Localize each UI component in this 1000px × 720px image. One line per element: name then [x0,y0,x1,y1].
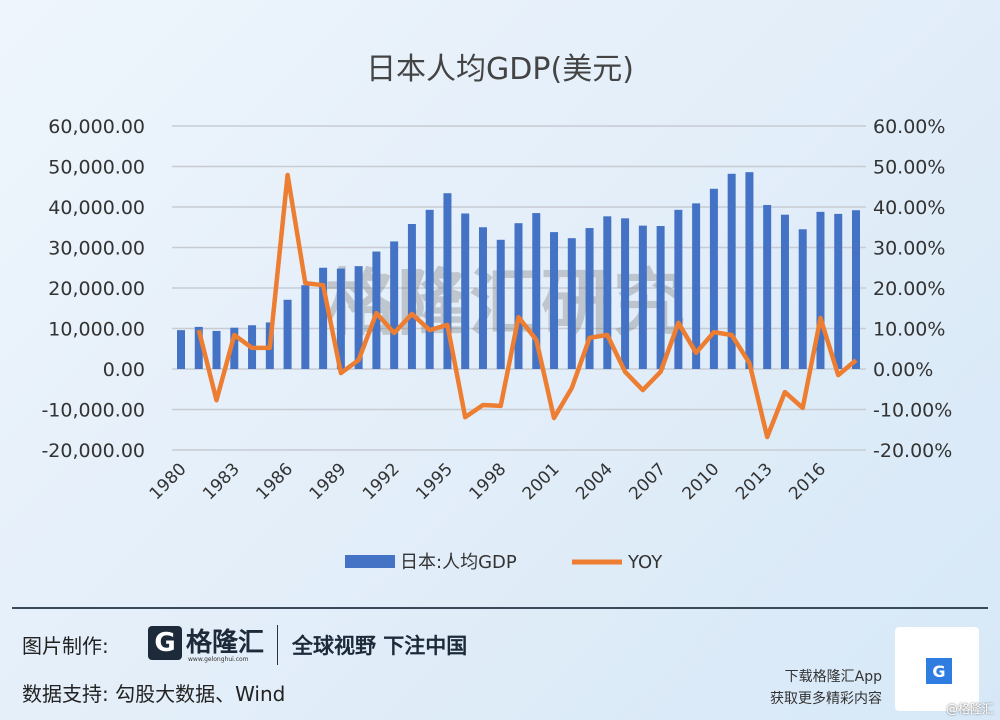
bar-1989 [336,268,345,369]
y-left-tick: 10,000.00 [48,319,145,341]
footer-divider [12,607,988,609]
x-tick: 1992 [359,459,404,504]
bar-2011 [727,173,736,369]
x-tick: 1983 [199,459,244,504]
y-left-tick: 40,000.00 [48,197,145,219]
chart-title: 日本人均GDP(美元) [366,52,634,87]
bar-2003 [585,228,594,369]
y-right-tick: 40.00% [873,197,945,219]
bar-2007 [656,226,665,369]
logo-text: 格隆汇 [186,628,265,658]
bar-2001 [550,232,559,369]
logo-separator [277,625,278,665]
y-left-tick: -20,000.00 [41,440,145,462]
yoy-line [196,172,858,440]
bar-1990 [354,266,363,369]
bar-2013 [763,204,772,369]
y-left-tick: 20,000.00 [48,278,145,300]
gelonghui-logo: G 格隆汇 www.gelonghui.com [148,626,265,663]
bar-2012 [745,172,754,369]
bar-2006 [638,225,647,369]
bar-2009 [692,203,701,369]
bar-2008 [674,209,683,369]
x-tick: 2007 [625,459,670,504]
x-tick: 2016 [785,459,830,504]
y-left-tick: -10,000.00 [41,400,145,422]
bar-1998 [496,239,505,369]
y-right-tick: 60.00% [873,116,945,138]
bar-2015 [798,229,807,369]
data-source: 数据支持: 勾股大数据、Wind [22,682,286,706]
y-left-tick: 30,000.00 [48,238,145,260]
bar-1993 [407,224,416,369]
corner-watermark: @格隆汇 [945,702,994,716]
y-right-tick: 20.00% [873,278,945,300]
x-tick: 1989 [306,459,351,504]
bar-1980 [177,330,185,369]
bar-2000 [532,213,541,369]
x-tick: 2004 [572,459,617,504]
logo-url: www.gelonghui.com [188,656,249,663]
bar-2010 [709,188,718,369]
chart: -20,000.00 -20.00% -10,000.00 -10.00% 0.00 0.… [41,116,952,573]
bar-1992 [390,241,399,369]
bar-1995 [443,193,452,369]
bar-2014 [780,214,789,369]
bar-2016 [816,211,825,369]
x-tick: 1986 [252,459,297,504]
x-tick: 1995 [412,459,457,504]
bar-1982 [212,330,221,369]
y-right-tick: 50.00% [873,157,945,179]
app-more-text: 获取更多精彩内容 [770,691,882,707]
bar-1994 [425,209,434,369]
y-right-tick: 10.00% [873,319,945,341]
y-right-tick: -10.00% [873,400,952,422]
bar-1988 [319,267,328,369]
legend-bar-swatch [345,555,395,568]
qr-logo-icon: G [923,655,955,687]
app-download-text: 下载格隆汇App [784,669,882,685]
qr-code[interactable]: G [895,627,979,711]
y-left-tick: 0.00 [103,359,145,381]
y-right-tick: -20.00% [873,440,952,462]
x-tick: 1980 [146,459,191,504]
x-tick: 1998 [466,459,511,504]
y-left-tick: 50,000.00 [48,157,145,179]
bar-1987 [301,285,310,369]
bar-1991 [372,251,381,369]
legend-bar-label: 日本:人均GDP [400,552,517,573]
logo-g-icon: G [148,626,182,660]
x-tick: 2010 [679,459,724,504]
bar-2018 [852,210,860,369]
bar-2017 [834,213,843,369]
bar-1986 [283,299,292,369]
bar-1999 [514,223,523,369]
y-left-tick: 60,000.00 [48,116,145,138]
made-by-label: 图片制作: [22,634,109,658]
bar-2002 [567,238,576,369]
bar-1981 [194,326,203,369]
legend-line-label: YOY [627,552,663,573]
y-right-tick: 0.00% [873,359,933,381]
x-tick: 2001 [519,459,564,504]
slogan: 全球视野 下注中国 [292,634,468,658]
bar-1983 [230,327,239,369]
bar-1996 [461,213,470,369]
bar-2004 [603,216,612,369]
bar-2005 [621,218,630,369]
y-right-tick: 30.00% [873,238,945,260]
x-tick: 2013 [732,459,777,504]
bar-1997 [478,227,487,369]
